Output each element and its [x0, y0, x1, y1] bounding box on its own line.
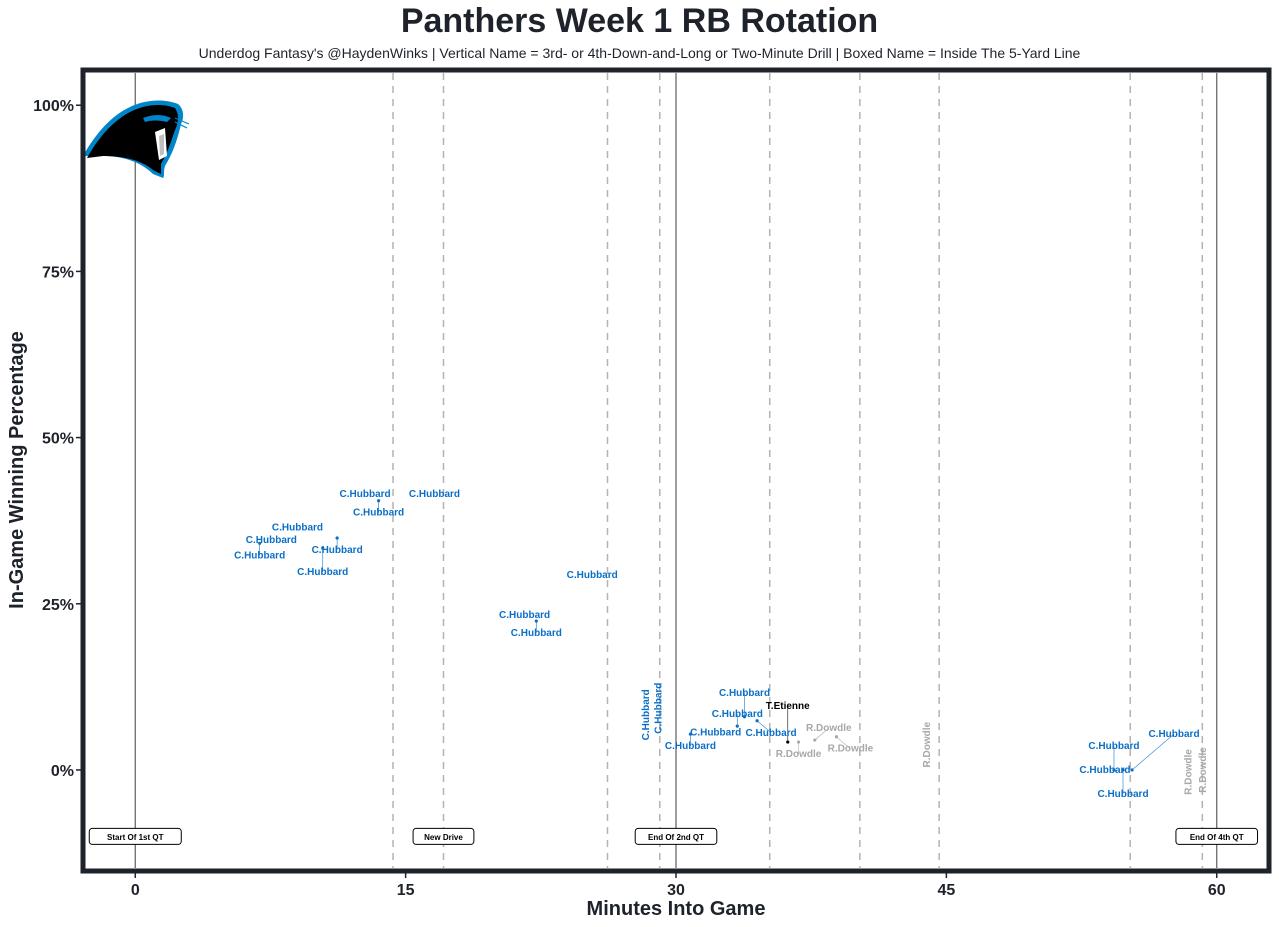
player-label: R.Dowdle	[776, 749, 822, 760]
data-point	[755, 719, 759, 723]
player-label: C.Hubbard	[297, 567, 348, 578]
label-leader-line	[756, 720, 772, 734]
y-tick-label: 50%	[42, 431, 74, 448]
player-label: R.Dowdle	[806, 723, 852, 734]
label-leader-line	[836, 736, 851, 749]
data-point	[321, 546, 325, 550]
x-tick-label: 60	[1208, 882, 1226, 899]
player-label: C.Hubbard	[653, 683, 664, 734]
event-label-box	[88, 827, 182, 845]
plot-frame	[80, 67, 1272, 874]
data-point	[834, 735, 839, 739]
player-label: C.Hubbard	[234, 550, 285, 561]
player-label: R.Dowdle	[1198, 747, 1209, 793]
data-point	[786, 740, 790, 744]
label-leader-line	[814, 727, 830, 741]
data-point	[534, 619, 538, 623]
y-axis-label: In-Game Winning Percentage	[6, 331, 28, 609]
player-label: C.Hubbard	[1088, 741, 1139, 752]
player-label: C.Hubbard	[712, 709, 763, 720]
data-point	[735, 724, 739, 728]
data-point	[1121, 768, 1125, 772]
player-label: R.Dowdle	[922, 721, 933, 767]
y-tick-label: 75%	[42, 264, 74, 281]
data-point	[813, 738, 817, 742]
player-label: C.Hubbard	[246, 535, 297, 546]
player-label: C.Hubbard	[409, 489, 460, 500]
player-label: C.Hubbard	[499, 610, 550, 621]
panthers-logo	[83, 100, 190, 178]
player-label: C.Hubbard	[746, 728, 797, 739]
player-label: C.Hubbard	[567, 570, 618, 581]
player-label: T.Etienne	[766, 701, 810, 712]
chart-title: Panthers Week 1 RB Rotation	[400, 2, 879, 40]
chart-subtitle: Underdog Fantasy's @HaydenWinks | Vertic…	[198, 45, 1081, 61]
data-point	[258, 541, 262, 545]
data-point	[335, 536, 339, 540]
event-label-box	[412, 827, 475, 845]
data-point	[1112, 768, 1116, 772]
player-label: C.Hubbard	[340, 489, 391, 500]
event-label-box	[1175, 827, 1259, 845]
player-label: C.Hubbard	[665, 741, 716, 752]
x-tick-label: 45	[937, 882, 955, 899]
player-label: C.Hubbard	[719, 688, 770, 699]
event-label: End Of 2nd QT	[648, 833, 704, 842]
y-tick-label: 25%	[42, 597, 74, 614]
player-label: C.Hubbard	[641, 689, 652, 740]
player-label: C.Hubbard	[1148, 729, 1199, 740]
label-leader-line	[1131, 733, 1175, 771]
data-point	[376, 499, 381, 503]
x-tick-label: 30	[667, 882, 685, 899]
player-label: R.Dowdle	[1183, 749, 1194, 795]
player-label: C.Hubbard	[690, 728, 741, 739]
x-tick-label: 15	[397, 882, 415, 899]
data-point	[688, 732, 693, 736]
x-axis-label: Minutes Into Game	[587, 898, 766, 920]
event-label: End Of 4th QT	[1190, 833, 1244, 842]
player-label: C.Hubbard	[272, 522, 323, 533]
y-tick-label: 0%	[51, 763, 74, 780]
data-point	[742, 715, 747, 719]
x-tick-label: 0	[131, 882, 140, 899]
player-label: C.Hubbard	[353, 508, 404, 519]
data-point	[1130, 768, 1134, 772]
player-label: R.Dowdle	[828, 744, 874, 755]
event-label: Start Of 1st QT	[107, 833, 164, 842]
event-label-box	[634, 827, 718, 845]
player-label: C.Hubbard	[511, 628, 562, 639]
player-label: C.Hubbard	[1079, 765, 1130, 776]
y-tick-label: 100%	[33, 98, 74, 115]
event-label: New Drive	[424, 833, 463, 842]
player-label: C.Hubbard	[1097, 789, 1148, 800]
player-label: C.Hubbard	[312, 545, 363, 556]
data-point	[796, 740, 801, 744]
